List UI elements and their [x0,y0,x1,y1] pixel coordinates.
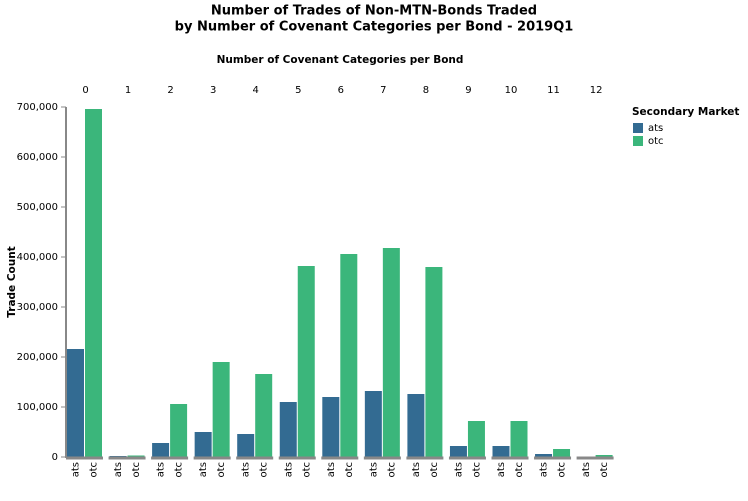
bar [425,267,443,457]
bar [449,446,467,457]
bar [194,432,212,457]
y-tick-label: 100,000 [17,402,58,413]
x-tick-label: ats [283,462,294,477]
legend-swatch [633,136,643,146]
facet-label: 2 [167,85,173,96]
facet-label: 11 [547,85,560,96]
bar [535,454,553,457]
x-tick-label: otc [89,462,100,478]
bar [382,248,400,457]
legend-swatch [633,123,643,133]
x-tick-label: otc [344,462,355,478]
facet-label: 3 [210,85,216,96]
facet-label: 1 [125,85,131,96]
x-tick-label: otc [599,462,610,478]
bar [297,266,315,457]
x-tick-label: otc [259,462,270,478]
bar [407,394,425,457]
x-tick-label: ats [368,462,379,477]
x-tick-label: otc [386,462,397,478]
bar [127,455,145,457]
x-tick-label: otc [429,462,440,478]
bar [492,446,510,457]
y-tick-label: 400,000 [17,252,58,263]
bar [237,434,255,457]
x-tick-label: ats [453,462,464,477]
y-tick-label: 0 [52,452,58,463]
y-tick-label: 500,000 [17,202,58,213]
y-tick-label: 300,000 [17,302,58,313]
facet-label: 10 [505,85,518,96]
legend-title: Secondary Market [632,106,739,118]
x-tick-label: otc [174,462,185,478]
x-tick-label: ats [581,462,592,477]
x-tick-label: otc [216,462,227,478]
bar [322,397,340,457]
x-tick-label: otc [514,462,525,478]
chart-title: Number of Trades of Non-MTN-Bonds Traded [211,4,537,19]
x-tick-label: otc [557,462,568,478]
facet-label: 6 [338,85,344,96]
bar [255,374,273,457]
bar [212,362,230,457]
chart-title: by Number of Covenant Categories per Bon… [175,20,574,35]
bar [85,109,102,457]
bar [510,421,528,457]
y-tick-label: 600,000 [17,152,58,163]
y-axis-title: Trade Count [6,246,18,317]
x-tick-label: otc [301,462,312,478]
x-tick-label: ats [539,462,550,477]
x-axis-title: Number of Covenant Categories per Bond [217,54,464,66]
bar [595,455,613,457]
x-tick-label: ats [326,462,337,477]
bar [152,443,170,457]
bar [170,404,188,457]
facet-label: 12 [590,85,603,96]
bar [364,391,382,457]
x-tick-label: ats [411,462,422,477]
y-tick-label: 700,000 [17,102,58,113]
x-tick-label: otc [471,462,482,478]
facet-label: 0 [82,85,88,96]
y-tick-label: 200,000 [17,352,58,363]
x-tick-label: otc [131,462,142,478]
x-tick-label: ats [198,462,209,477]
facet-label: 9 [465,85,471,96]
bar [467,421,485,457]
facet-label: 8 [423,85,429,96]
facet-label: 7 [380,85,386,96]
x-tick-label: ats [156,462,167,477]
x-tick-label: ats [113,462,124,477]
legend-label: ats [648,123,663,134]
bar [340,254,358,457]
facet-label: 5 [295,85,301,96]
bar [553,449,571,457]
bar [67,349,84,457]
facet-label: 4 [253,85,259,96]
x-tick-label: ats [496,462,507,477]
x-tick-label: ats [71,462,82,477]
legend-label: otc [648,136,664,147]
bar [279,402,297,457]
x-tick-label: ats [241,462,252,477]
